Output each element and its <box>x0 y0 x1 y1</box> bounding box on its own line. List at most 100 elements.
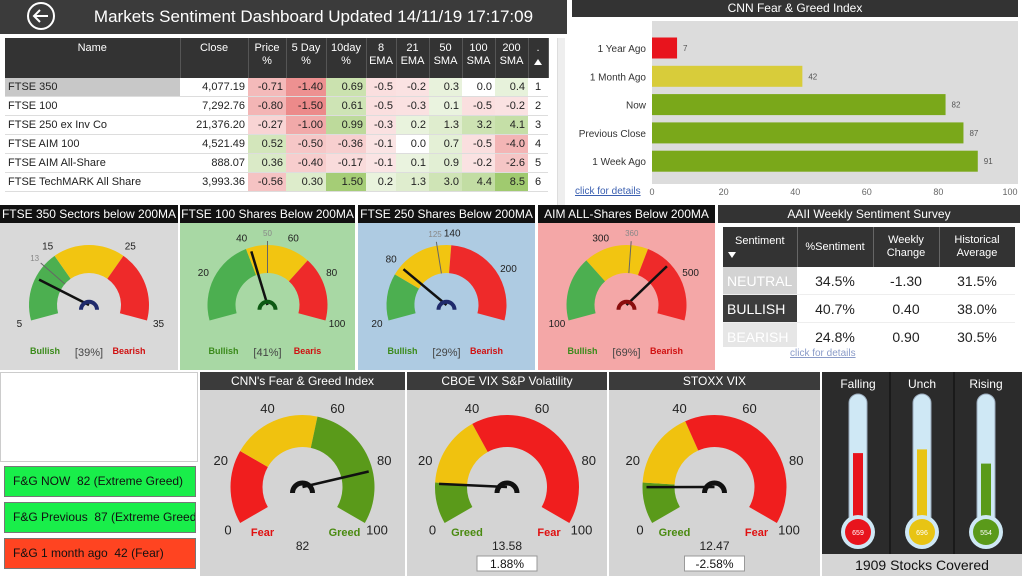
bearish-label: Bearis <box>294 346 322 356</box>
gauge-needle <box>250 251 269 306</box>
table-cell: 888.07 <box>180 153 248 173</box>
gauge-tick-label: 80 <box>386 254 398 265</box>
gauge-tick-label: 80 <box>326 268 338 279</box>
gauge-band <box>386 274 419 321</box>
column-header[interactable]: %Sentiment <box>797 227 874 267</box>
column-header[interactable]: Historical Average <box>939 227 1015 267</box>
column-header[interactable]: 21 EMA <box>396 38 430 78</box>
gauge-band <box>685 415 787 523</box>
table-cell: 0.99 <box>326 115 366 135</box>
column-header[interactable]: . <box>528 38 549 78</box>
thermometer-label: Unch <box>908 377 936 391</box>
x-tick-label: 40 <box>790 187 800 197</box>
gauge-band <box>449 245 507 321</box>
table-cell: 0.9 <box>429 153 462 173</box>
gauge-hub <box>436 299 457 311</box>
row-name: FTSE AIM 100 <box>5 134 180 154</box>
gauge-band <box>240 415 318 467</box>
table-row[interactable]: FTSE 350 4,077.19 -0.71 -1.40 0.69 -0.5 -0.2 0.… <box>5 78 548 97</box>
panel-title: FTSE 350 Sectors below 200MA <box>0 205 178 223</box>
gauge-tick-label: 20 <box>213 453 227 468</box>
table-row: NEUTRAL 34.5% -1.30 31.5% <box>723 267 1015 295</box>
table-cell: 0.36 <box>248 153 286 173</box>
aaii-table-wrap: Sentiment %Sentiment Weekly Change Historic… <box>723 227 1015 347</box>
table-cell: 6 <box>528 172 548 192</box>
table-cell: -0.5 <box>462 96 495 116</box>
gauge-tick-label: 100 <box>549 319 566 330</box>
table-cell: 0.0 <box>462 78 495 97</box>
table-cell: -2.6 <box>495 153 528 173</box>
gauge-tick-label: 20 <box>371 319 383 330</box>
table-cell: 7,292.76 <box>180 96 248 116</box>
table-row[interactable]: FTSE AIM All-Share 888.07 0.36 -0.40 -0.17 -0… <box>5 153 548 173</box>
table-row[interactable]: FTSE TechMARK All Share 3,993.36 -0.56 0.30… <box>5 172 548 192</box>
gauge-tick-label: 40 <box>260 401 274 416</box>
table-row[interactable]: FTSE 250 ex Inv Co 21,376.20 -0.27 -1.00 0.9… <box>5 115 548 135</box>
column-header[interactable]: 8 EMA <box>366 38 397 78</box>
table-cell: -0.5 <box>366 78 396 97</box>
details-link[interactable]: click for details <box>790 348 856 359</box>
column-header[interactable]: 50 SMA <box>429 38 463 78</box>
column-header[interactable]: Price % <box>248 38 287 78</box>
table-cell: -1.50 <box>286 96 326 116</box>
bar <box>652 150 978 172</box>
table-body: NEUTRAL 34.5% -1.30 31.5% BULLISH 40.7% 0.40 38… <box>723 267 1015 347</box>
table-row[interactable]: FTSE AIM 100 4,521.49 0.52 -0.50 -0.36 -0.1 0.… <box>5 134 548 154</box>
value-label: 82 <box>952 101 961 110</box>
column-header[interactable]: Name <box>5 38 181 78</box>
table-cell: 0.7 <box>429 134 462 154</box>
fear-greed-bar-panel: CNN Fear & Greed Index 1 Year Ago 7 1 Month… <box>572 0 1018 200</box>
gauge-tick-label: 80 <box>789 453 803 468</box>
gauge-value: 82 <box>296 539 310 553</box>
thermometer-value: 696 <box>916 530 928 537</box>
back-button[interactable] <box>24 0 58 34</box>
table-cell: -0.5 <box>462 134 495 154</box>
table-cell: 3 <box>528 115 548 135</box>
back-icon-circle <box>27 2 55 30</box>
details-link[interactable]: click for details <box>575 186 641 197</box>
table-cell: 0.2 <box>366 172 396 192</box>
gauge-tick-label: 200 <box>500 264 517 275</box>
aaii-panel: AAII Weekly Sentiment Survey Sentiment %Se… <box>718 205 1020 370</box>
gauge-hub <box>257 299 278 311</box>
gauge-band <box>394 245 452 289</box>
gauge: 0 20 40 60 80 100 Greed Fear 13.58 1.88% <box>418 401 596 572</box>
category-label: Now <box>626 101 647 112</box>
column-header[interactable]: Sentiment <box>723 227 798 267</box>
gauge-band <box>54 245 124 279</box>
gauge-tick-label: 100 <box>778 523 800 538</box>
gauge-band <box>310 416 375 523</box>
gauge: 20 40 60 80 100 50 Bullish Bearis [41%] <box>198 229 346 359</box>
table-cell: -0.3 <box>396 96 429 116</box>
column-header[interactable]: Close <box>180 38 249 78</box>
value-label: 91 <box>984 157 993 166</box>
gauge-needle <box>625 265 668 306</box>
column-header[interactable]: 100 SMA <box>462 38 496 78</box>
column-header[interactable]: 10day % <box>326 38 367 78</box>
gauge-tick-label: 300 <box>592 233 609 244</box>
table-cell: -1.30 <box>873 267 939 295</box>
table-cell: 0.3 <box>429 78 462 97</box>
panel-title: CBOE VIX S&P Volatility <box>407 372 607 390</box>
gauge-tick-label: 100 <box>329 319 346 330</box>
column-header[interactable]: 5 Day % <box>286 38 327 78</box>
value-label: 87 <box>969 129 978 138</box>
table-row[interactable]: FTSE 100 7,292.76 -0.80 -1.50 0.61 -0.5 -0.3 0.… <box>5 96 548 116</box>
value-label: 7 <box>683 44 688 53</box>
column-header[interactable]: 200 SMA <box>495 38 529 78</box>
panel-title: FTSE 250 Shares Below 200MA <box>358 205 535 223</box>
breadth-gauge-panel: AIM ALL-Shares Below 200MA 100 300 500 360 Bu… <box>538 205 715 370</box>
gauge-band <box>642 482 680 523</box>
header-bar: Markets Sentiment Dashboard Updated 14/1… <box>0 0 567 34</box>
gauge-target-label: 360 <box>625 229 639 238</box>
table-cell: 5 <box>528 153 548 173</box>
volatility-gauge-panel: CNN's Fear & Greed Index 0 20 40 60 80 100 Fear… <box>200 372 405 576</box>
table-cell: 0.90 <box>873 322 939 347</box>
gauge-band <box>435 482 473 523</box>
gauge-hub <box>702 480 727 494</box>
table-cell: -0.1 <box>366 134 396 154</box>
gauge: 0 20 40 60 80 100 Greed Fear 12.47 -2.58% <box>625 401 804 572</box>
column-header[interactable]: Weekly Change <box>873 227 940 267</box>
gauge-target-label: 13 <box>30 254 39 263</box>
